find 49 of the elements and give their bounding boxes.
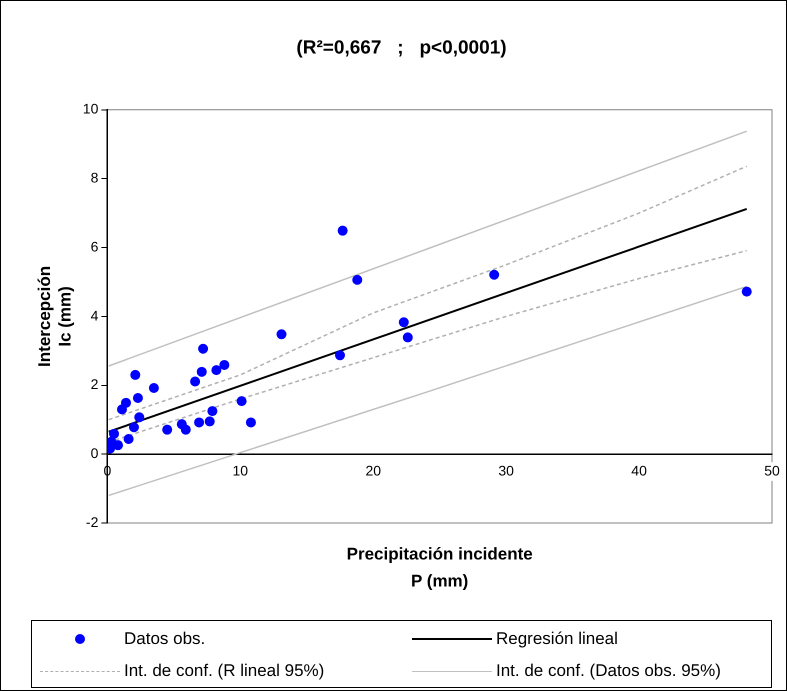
point: [352, 274, 362, 285]
y-tick-label: 6: [90, 238, 99, 254]
x-tick-label: 50: [764, 462, 780, 478]
point: [402, 332, 413, 342]
point: [196, 366, 207, 377]
x-tick-label: 40: [631, 462, 648, 478]
point: [190, 376, 200, 386]
y-axis-title: Intercepción Ic (mm): [34, 266, 74, 367]
point: [398, 317, 409, 328]
y-tick-label: 8: [90, 170, 99, 186]
point: [338, 226, 348, 236]
point: [204, 416, 215, 426]
x-tick-label: 10: [232, 462, 248, 478]
point: [124, 434, 134, 444]
point: [162, 424, 172, 435]
legend-label: Int. de conf. (R lineal 95%): [124, 661, 324, 681]
y-tick-label: 2: [90, 376, 99, 392]
point: [334, 350, 345, 360]
point: [194, 417, 204, 428]
point: [207, 406, 218, 416]
chart-title: (R²=0,667 ; p<0,0001): [296, 38, 507, 59]
point: [130, 370, 140, 380]
point: [211, 365, 222, 376]
point: [198, 344, 208, 354]
legend-label: Int. de conf. (Datos obs. 95%): [496, 661, 721, 681]
y-tick-label: -2: [86, 514, 99, 530]
point: [134, 412, 144, 422]
point: [246, 417, 256, 428]
point: [148, 383, 159, 394]
line-series: [108, 166, 748, 420]
point: [109, 428, 120, 439]
point: [489, 270, 500, 280]
point: [180, 424, 191, 435]
y-tick-label: 4: [90, 307, 99, 324]
y-tick-label: 0: [90, 444, 99, 461]
point: [219, 360, 230, 370]
point: [236, 396, 247, 406]
y-tick-label: 10: [82, 100, 99, 117]
legend-label: Datos obs.: [124, 629, 206, 649]
x-tick-label: 20: [365, 462, 382, 478]
point: [128, 422, 139, 432]
point: [276, 329, 287, 340]
legend-label: Regresión lineal: [496, 629, 618, 649]
point: [120, 398, 131, 408]
point: [132, 393, 143, 404]
point: [113, 440, 124, 450]
point: [742, 286, 752, 297]
x-axis-title: Precipitación incidente P (mm): [346, 544, 533, 591]
x-tick-label: 30: [498, 462, 514, 478]
